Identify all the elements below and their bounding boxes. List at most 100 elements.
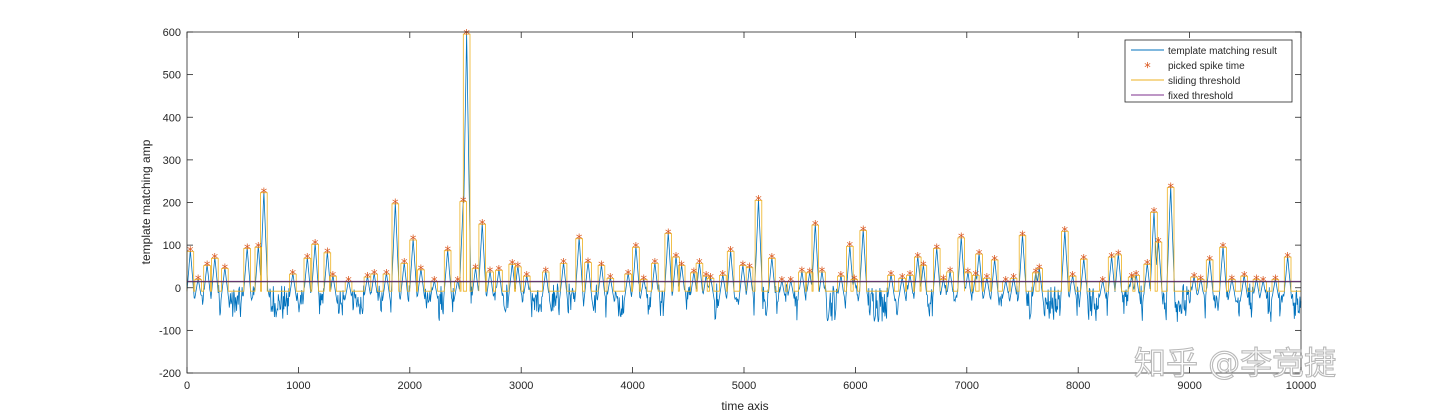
picked-spike-marker: * bbox=[707, 272, 714, 287]
picked-spike-marker: * bbox=[515, 261, 522, 276]
x-tick-label: 9000 bbox=[1177, 380, 1201, 392]
picked-spike-marker: * bbox=[665, 227, 672, 242]
picked-spike-marker: * bbox=[1197, 273, 1204, 288]
picked-spike-marker: * bbox=[727, 245, 734, 260]
picked-spike-marker: * bbox=[984, 272, 991, 287]
picked-spike-marker: * bbox=[312, 238, 319, 253]
picked-spike-marker: * bbox=[806, 267, 813, 282]
picked-spike-marker: * bbox=[691, 267, 698, 282]
x-tick-label: 5000 bbox=[732, 380, 756, 392]
x-axis-label: time axis bbox=[721, 399, 768, 413]
legend-marker-picked: * bbox=[1144, 61, 1151, 76]
picked-spike-marker: * bbox=[364, 271, 371, 286]
picked-spike-marker: * bbox=[261, 186, 268, 201]
picked-spike-marker: * bbox=[330, 270, 337, 285]
picked-spike-marker: * bbox=[401, 257, 408, 272]
picked-spike-marker: * bbox=[965, 267, 972, 282]
picked-spike-marker: * bbox=[1128, 271, 1135, 286]
picked-spike-marker: * bbox=[460, 195, 467, 210]
picked-spike-marker: * bbox=[324, 247, 331, 262]
picked-spike-marker: * bbox=[479, 218, 486, 233]
x-tick-label: 6000 bbox=[843, 380, 867, 392]
picked-spike-marker: * bbox=[454, 275, 461, 290]
legend-label-sliding: sliding threshold bbox=[1168, 76, 1240, 87]
picked-spike-marker: * bbox=[1010, 272, 1017, 287]
picked-spike-marker: * bbox=[1108, 251, 1115, 266]
picked-spike-marker: * bbox=[1241, 270, 1248, 285]
x-tick-label: 10000 bbox=[1286, 380, 1317, 392]
picked-spike-marker: * bbox=[1144, 258, 1151, 273]
picked-spike-marker: * bbox=[418, 264, 425, 279]
picked-spike-marker: * bbox=[888, 269, 895, 284]
picked-spike-marker: * bbox=[222, 262, 229, 277]
picked-spike-marker: * bbox=[972, 269, 979, 284]
x-tick-label: 3000 bbox=[509, 380, 533, 392]
picked-spike-marker: * bbox=[1081, 253, 1088, 268]
picked-spike-marker: * bbox=[1003, 275, 1010, 290]
x-tick-label: 2000 bbox=[398, 380, 422, 392]
picked-spike-marker: * bbox=[463, 28, 470, 43]
picked-spike-marker: * bbox=[383, 268, 390, 283]
picked-spike-marker: * bbox=[1151, 206, 1158, 221]
picked-spike-marker: * bbox=[1019, 230, 1026, 245]
picked-spike-marker: * bbox=[1155, 236, 1162, 251]
picked-spike-marker: * bbox=[755, 194, 762, 209]
picked-spike-marker: * bbox=[703, 270, 710, 285]
picked-spike-marker: * bbox=[1229, 273, 1236, 288]
picked-spike-marker: * bbox=[392, 198, 399, 213]
picked-spike-marker: * bbox=[847, 240, 854, 255]
x-tick-label: 7000 bbox=[955, 380, 979, 392]
picked-spike-marker: * bbox=[255, 241, 262, 256]
picked-spike-marker: * bbox=[720, 269, 727, 284]
picked-spike-marker: * bbox=[1099, 275, 1106, 290]
y-axis-label: template matching amp bbox=[139, 139, 153, 264]
picked-spike-marker: * bbox=[576, 233, 583, 248]
picked-spike-marker: * bbox=[769, 252, 776, 267]
picked-spike-marker: * bbox=[1191, 271, 1198, 286]
x-tick-label: 4000 bbox=[620, 380, 644, 392]
picked-spike-marker: * bbox=[812, 219, 819, 234]
y-tick-label: 0 bbox=[175, 283, 181, 295]
picked-spike-marker: * bbox=[524, 270, 531, 285]
picked-spike-marker: * bbox=[920, 259, 927, 274]
picked-spike-marker: * bbox=[487, 266, 494, 281]
y-tick-label: 600 bbox=[163, 27, 181, 39]
picked-spike-marker: * bbox=[652, 257, 659, 272]
picked-spike-marker: * bbox=[560, 257, 567, 272]
picked-spike-marker: * bbox=[410, 234, 417, 249]
y-tick-label: 300 bbox=[163, 155, 181, 167]
y-tick-label: -200 bbox=[159, 368, 181, 380]
y-tick-label: 400 bbox=[163, 112, 181, 124]
plot-area: * * * * * * * * * * * * * * * * * * * * * * * * * * * * * * * * * * * * * * * *… bbox=[186, 28, 1302, 323]
picked-spike-marker: * bbox=[779, 275, 786, 290]
picked-spike-marker: * bbox=[991, 254, 998, 269]
picked-spike-marker: * bbox=[1033, 267, 1040, 282]
y-tick-label: -100 bbox=[159, 325, 181, 337]
picked-spike-marker: * bbox=[976, 248, 983, 263]
picked-spike-marker: * bbox=[1272, 273, 1279, 288]
picked-spike-marker: * bbox=[933, 242, 940, 257]
picked-spike-marker: * bbox=[244, 242, 251, 257]
watermark: 知乎 @李竞捷 bbox=[1134, 344, 1336, 382]
legend-label-picked: picked spike time bbox=[1168, 61, 1245, 72]
legend: template matching result * picked spike … bbox=[1124, 39, 1293, 103]
picked-spike-marker: * bbox=[345, 275, 352, 290]
picked-spike-marker: * bbox=[290, 268, 297, 283]
picked-spike-marker: * bbox=[1220, 241, 1227, 256]
picked-spike-marker: * bbox=[696, 257, 703, 272]
x-tick-label: 8000 bbox=[1066, 380, 1090, 392]
y-tick-label: 200 bbox=[163, 198, 181, 210]
picked-spike-marker: * bbox=[899, 272, 906, 287]
picked-spike-marker: * bbox=[542, 266, 549, 281]
picked-spike-marker: * bbox=[819, 266, 826, 281]
series-sliding-threshold bbox=[186, 33, 1301, 292]
picked-spike-marker: * bbox=[1284, 251, 1291, 266]
picked-spike-marker: * bbox=[860, 224, 867, 239]
picked-spike-marker: * bbox=[304, 252, 311, 267]
y-tick-label: 500 bbox=[163, 70, 181, 82]
picked-spike-marker: * bbox=[444, 244, 451, 259]
picked-spike-marker: * bbox=[958, 232, 965, 247]
picked-spike-marker: * bbox=[1206, 254, 1213, 269]
picked-spike-marker: * bbox=[1260, 275, 1267, 290]
picked-spike-marker: * bbox=[740, 259, 747, 274]
